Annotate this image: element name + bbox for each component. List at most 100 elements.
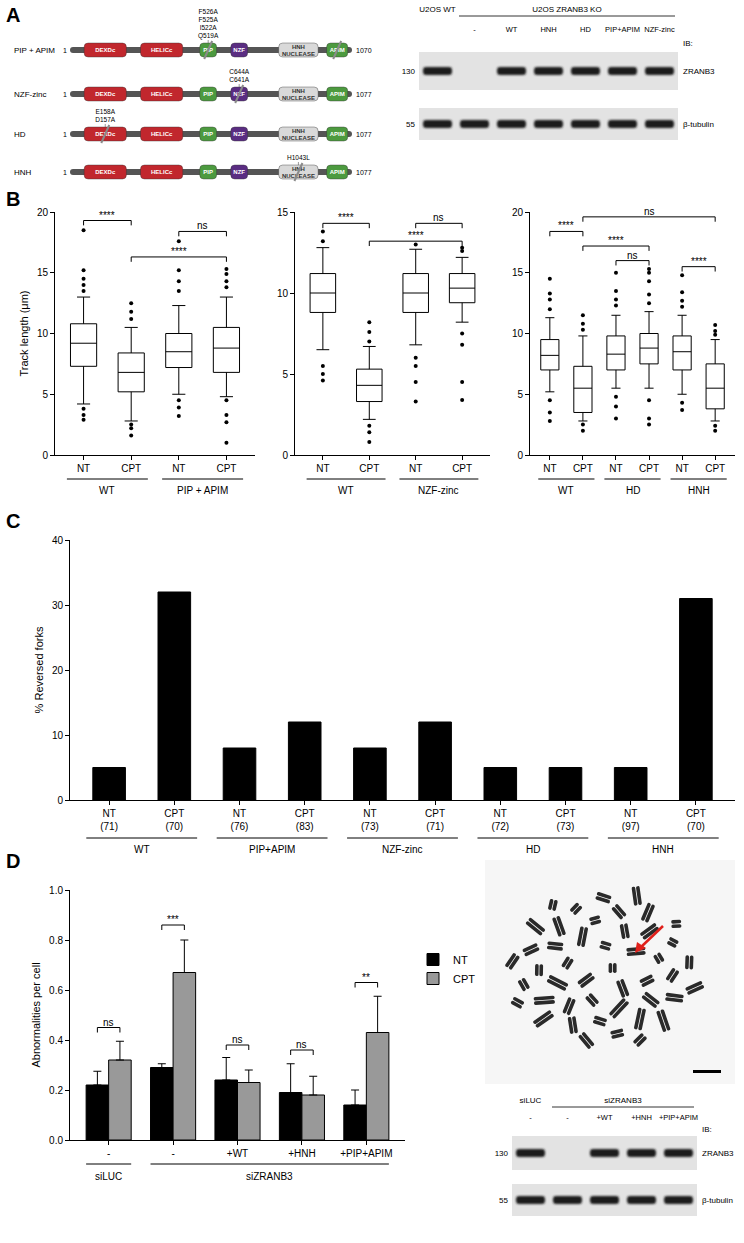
svg-text:Q519A: Q519A (198, 32, 219, 40)
svg-text:ns: ns (644, 206, 655, 217)
svg-text:20: 20 (37, 207, 49, 218)
svg-text:NT: NT (453, 954, 468, 966)
svg-text:****: **** (558, 220, 574, 231)
svg-text:-: - (529, 1113, 532, 1122)
svg-text:0.0: 0.0 (49, 1135, 63, 1146)
svg-text:NT: NT (675, 463, 688, 474)
svg-text:0: 0 (282, 450, 288, 461)
svg-text:CPT: CPT (452, 463, 472, 474)
svg-text:NZF: NZF (233, 169, 245, 175)
svg-text:DEXDc: DEXDc (95, 47, 116, 53)
svg-text:B: B (6, 188, 20, 210)
svg-text:APIM: APIM (330, 91, 345, 97)
svg-text:HNH: HNH (292, 88, 305, 94)
svg-text:Abnormalities per cell: Abnormalities per cell (30, 962, 42, 1067)
svg-text:130: 130 (495, 1149, 509, 1158)
svg-text:1070: 1070 (356, 47, 372, 54)
svg-text:ns: ns (197, 220, 208, 231)
svg-text:H1043L: H1043L (287, 154, 310, 161)
svg-text:HNH: HNH (292, 44, 305, 50)
svg-text:PIP: PIP (203, 91, 213, 97)
svg-text:1: 1 (63, 169, 67, 176)
svg-text:APIM: APIM (330, 47, 345, 53)
svg-text:-: - (107, 1148, 110, 1159)
svg-text:HD: HD (14, 130, 26, 139)
svg-text:130: 130 (402, 67, 416, 76)
svg-text:NT: NT (609, 463, 622, 474)
svg-text:0: 0 (57, 795, 63, 806)
svg-text:C644A: C644A (229, 68, 250, 75)
svg-text:NT: NT (172, 463, 185, 474)
svg-text:15: 15 (277, 207, 289, 218)
svg-text:% Reversed forks: % Reversed forks (33, 626, 45, 713)
svg-text:+HNH: +HNH (288, 1148, 316, 1159)
svg-text:***: *** (167, 914, 179, 925)
svg-text:****: **** (608, 235, 624, 246)
svg-text:HNH: HNH (14, 168, 32, 177)
svg-text:HELICc: HELICc (151, 91, 173, 97)
svg-text:A: A (6, 4, 20, 26)
svg-text:CPT(70): CPT(70) (164, 808, 184, 832)
svg-text:NT(73): NT(73) (361, 808, 379, 832)
svg-text:siZRANB3: siZRANB3 (604, 1096, 642, 1105)
svg-text:NZF: NZF (233, 131, 245, 137)
svg-text:0.8: 0.8 (49, 935, 63, 946)
svg-text:NZF-zinc: NZF-zinc (418, 485, 459, 496)
svg-text:40: 40 (52, 535, 64, 546)
svg-text:HNH: HNH (540, 25, 556, 34)
svg-text:HD: HD (626, 485, 640, 496)
svg-text:**: ** (362, 972, 370, 983)
svg-text:HELICc: HELICc (151, 169, 173, 175)
svg-text:0.4: 0.4 (49, 1035, 63, 1046)
svg-text:β-tubulin: β-tubulin (683, 120, 714, 129)
svg-text:5: 5 (282, 369, 288, 380)
svg-text:HNH: HNH (292, 128, 305, 134)
svg-text:NT(76): NT(76) (231, 808, 249, 832)
svg-text:5: 5 (517, 389, 523, 400)
svg-text:10: 10 (277, 288, 289, 299)
svg-text:APIM: APIM (330, 131, 345, 137)
svg-text:NUCLEASE: NUCLEASE (282, 51, 315, 57)
svg-text:NZF: NZF (233, 91, 245, 97)
svg-text:10: 10 (52, 730, 64, 741)
svg-text:PIP: PIP (203, 169, 213, 175)
svg-text:CPT: CPT (453, 973, 475, 985)
svg-text:1: 1 (63, 47, 67, 54)
svg-text:WT: WT (338, 485, 354, 496)
svg-text:CPT: CPT (359, 463, 379, 474)
svg-text:****: **** (171, 246, 187, 257)
svg-text:HELICc: HELICc (151, 47, 173, 53)
svg-text:55: 55 (499, 1196, 508, 1205)
svg-text:ns: ns (296, 1039, 307, 1050)
svg-text:****: **** (691, 256, 707, 267)
svg-text:0: 0 (517, 450, 523, 461)
svg-text:NUCLEASE: NUCLEASE (282, 135, 315, 141)
svg-text:ns: ns (433, 212, 444, 223)
svg-text:CPT: CPT (121, 463, 141, 474)
svg-text:HNH: HNH (292, 166, 305, 172)
svg-text:NZF-zinc: NZF-zinc (382, 844, 423, 855)
svg-text:PIP+APIM: PIP+APIM (249, 844, 295, 855)
svg-text:1: 1 (63, 131, 67, 138)
svg-text:U2OS ZRANB3 KO: U2OS ZRANB3 KO (532, 5, 601, 14)
svg-text:+WT: +WT (227, 1148, 248, 1159)
svg-text:CPT(73): CPT(73) (555, 808, 575, 832)
svg-text:1077: 1077 (356, 169, 372, 176)
svg-text:U2OS WT: U2OS WT (419, 5, 456, 14)
svg-text:NT(72): NT(72) (491, 808, 509, 832)
svg-text:HNH: HNH (688, 485, 710, 496)
svg-text:IB:: IB: (683, 39, 693, 48)
svg-text:DEXDc: DEXDc (95, 131, 116, 137)
svg-text:WT: WT (134, 844, 150, 855)
svg-text:siZRANB3: siZRANB3 (246, 1171, 293, 1182)
svg-text:PIP: PIP (203, 47, 213, 53)
svg-text:0: 0 (42, 450, 48, 461)
svg-text:****: **** (99, 210, 115, 221)
svg-text:-: - (171, 1148, 174, 1159)
svg-text:10: 10 (512, 328, 524, 339)
svg-text:HD: HD (526, 844, 540, 855)
svg-text:HNH: HNH (652, 844, 674, 855)
svg-text:DEXDc: DEXDc (95, 169, 116, 175)
svg-text:-: - (473, 25, 476, 34)
svg-text:NT(71): NT(71) (100, 808, 118, 832)
